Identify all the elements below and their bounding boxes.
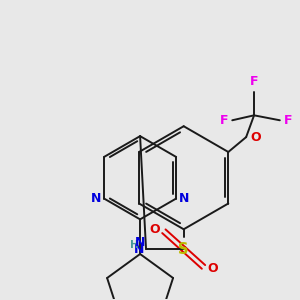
Text: O: O [250,130,261,144]
Text: S: S [178,242,189,256]
Text: F: F [250,75,258,88]
Text: H: H [130,240,139,250]
Text: N: N [91,192,101,205]
Text: F: F [284,114,292,127]
Text: N: N [134,243,144,256]
Text: O: O [149,223,160,236]
Text: O: O [208,262,218,275]
Text: N: N [135,236,145,249]
Text: F: F [220,114,228,127]
Text: N: N [179,192,190,205]
